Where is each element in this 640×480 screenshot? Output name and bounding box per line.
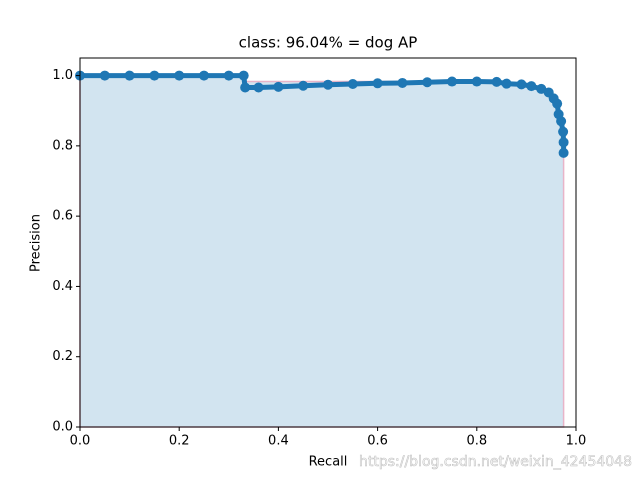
point — [174, 70, 185, 81]
point — [347, 79, 358, 90]
y-axis-label: Precision — [29, 214, 44, 272]
y-tick-label: 0.4 — [52, 279, 73, 294]
point — [526, 81, 537, 92]
point — [491, 76, 502, 87]
point — [536, 83, 547, 94]
point — [223, 70, 234, 81]
area-fill — [79, 74, 565, 428]
point — [501, 78, 512, 89]
x-axis-label: Recall — [309, 455, 348, 470]
point — [238, 70, 249, 81]
point — [558, 147, 569, 158]
point — [199, 70, 209, 81]
y-tick-label: 0.6 — [52, 209, 73, 224]
y-tick-label: 0.8 — [52, 138, 73, 153]
point — [471, 76, 482, 87]
point — [558, 126, 569, 137]
chart-title: class: 96.04% = dog AP — [239, 34, 418, 52]
point — [298, 80, 309, 91]
point — [273, 81, 284, 92]
point — [124, 70, 135, 81]
point — [422, 77, 433, 88]
point — [240, 82, 251, 93]
point — [372, 78, 383, 89]
point — [447, 76, 457, 87]
x-tick-label: 0.4 — [268, 434, 289, 449]
point — [149, 70, 160, 81]
x-tick-label: 0.8 — [466, 434, 487, 449]
axes-frame — [79, 57, 577, 428]
point — [397, 77, 408, 88]
x-tick-label: 1.0 — [566, 434, 587, 449]
x-tick-label: 0.6 — [367, 434, 388, 449]
point — [323, 79, 333, 90]
y-tick-label: 1.0 — [52, 68, 73, 83]
x-tick-label: 0.0 — [70, 434, 91, 449]
point — [556, 116, 567, 127]
point — [558, 137, 569, 148]
point — [99, 70, 110, 81]
watermark: https://blog.csdn.net/weixin_42454048 — [359, 454, 632, 470]
point — [516, 79, 527, 90]
point — [253, 82, 264, 93]
point — [552, 98, 563, 109]
x-tick-label: 0.2 — [169, 434, 190, 449]
y-tick-label: 0.0 — [52, 420, 73, 435]
y-tick-label: 0.2 — [52, 349, 73, 364]
